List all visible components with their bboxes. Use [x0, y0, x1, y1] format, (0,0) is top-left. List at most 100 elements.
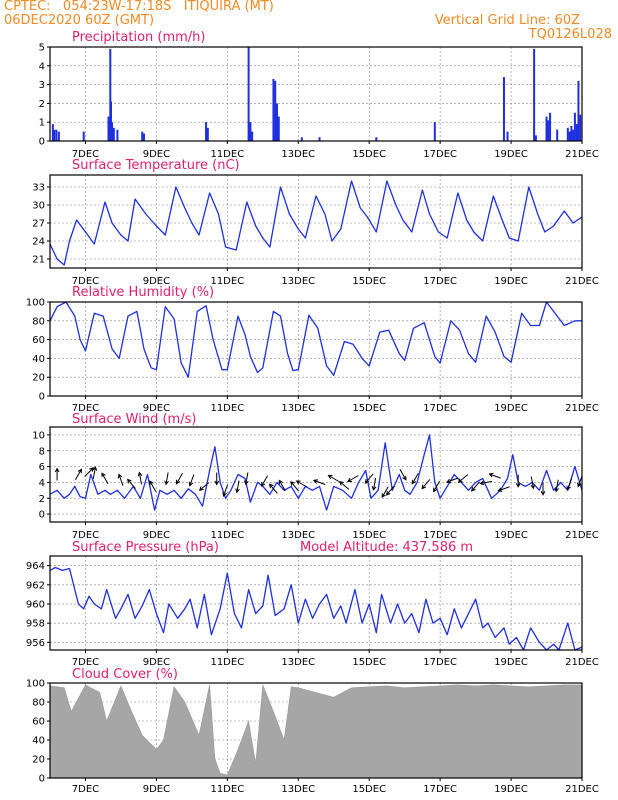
rh-ytick-label: 100 — [26, 298, 45, 309]
header-line1: CPTEC: 054:23W-17:18S ITIQUIRA (MT) — [4, 0, 274, 14]
rh-xtick-label: 13DEC — [281, 403, 315, 414]
wind-arrow — [566, 478, 573, 491]
precip-ytick-label: 4 — [39, 61, 45, 72]
wind-xtick-label: 17DEC — [423, 530, 457, 541]
pressure-xtick-label: 13DEC — [281, 657, 315, 668]
wind-arrow — [457, 474, 469, 483]
wind-line — [49, 434, 583, 511]
wind-ytick-label: 8 — [39, 446, 45, 457]
wind-arrow — [137, 471, 143, 485]
precip-bar — [506, 131, 509, 141]
wind-arrow — [347, 475, 359, 483]
wind-arrow — [261, 475, 269, 487]
precip-bar — [570, 125, 573, 141]
temp-xtick-label: 11DEC — [210, 276, 244, 287]
temp-xtick-label: 19DEC — [494, 276, 528, 287]
wind-arrow — [244, 472, 249, 486]
wind-arrow — [515, 474, 521, 488]
cloud-frame — [49, 682, 583, 779]
precip-xtick-label: 21DEC — [565, 149, 599, 160]
precip-xtick-label: 13DEC — [281, 149, 315, 160]
wind-arrow — [312, 479, 326, 485]
precip-bar — [549, 112, 552, 141]
temp-ytick-label: 21 — [32, 255, 45, 266]
precip-bar — [568, 131, 571, 141]
precip-bar — [300, 137, 303, 141]
temp-ytick-label: 27 — [32, 219, 45, 230]
precip-bar — [575, 124, 578, 141]
wind-ytick-label: 2 — [39, 494, 45, 505]
pressure-xtick-label: 9DEC — [143, 657, 170, 668]
temp-xtick-label: 13DEC — [281, 276, 315, 287]
cloud-xtick-label: 15DEC — [352, 784, 386, 795]
wind-ytick-label: 10 — [32, 430, 45, 441]
wind-arrow — [339, 481, 350, 490]
precip-bar — [274, 80, 277, 141]
wind-arrow — [84, 467, 95, 477]
cloud-xtick-label: 19DEC — [494, 784, 528, 795]
precip-ytick-label: 0 — [39, 137, 45, 148]
temp-frame — [49, 174, 583, 269]
precip-bar — [116, 129, 119, 141]
cloud-ytick-label: 60 — [32, 717, 45, 728]
pressure-ytick-label: 962 — [26, 580, 45, 591]
wind-arrow — [445, 477, 459, 484]
wind-xtick-label: 9DEC — [143, 530, 170, 541]
rh-ytick-label: 60 — [32, 335, 45, 346]
temp-ytick-label: 30 — [32, 201, 45, 212]
wind-arrow — [214, 472, 220, 486]
header-line2: 06DEC2020 60Z (GMT) — [4, 13, 155, 28]
cloud-xtick-label: 11DEC — [210, 784, 244, 795]
rh-xtick-label: 7DEC — [72, 403, 99, 414]
temp-xtick-label: 9DEC — [143, 276, 170, 287]
precip-bar — [55, 129, 58, 141]
cloud-xtick-label: 9DEC — [143, 784, 170, 795]
wind-arrow — [295, 480, 308, 488]
precip-bar — [577, 80, 580, 141]
precip-bar — [109, 48, 112, 141]
pressure-ytick-label: 960 — [26, 599, 45, 610]
precip-bar — [251, 131, 254, 141]
precip-bar — [534, 135, 537, 141]
pressure-xtick-label: 7DEC — [72, 657, 99, 668]
pressure-ytick-label: 964 — [26, 561, 45, 572]
precip-bar — [547, 120, 550, 141]
precip-bar — [142, 133, 145, 141]
wind-arrow — [540, 482, 546, 496]
precip-bar — [556, 129, 559, 141]
wind-arrow — [364, 473, 374, 484]
temp-xtick-label: 17DEC — [423, 276, 457, 287]
precip-bar — [272, 78, 275, 141]
precip-xtick-label: 7DEC — [72, 149, 99, 160]
pressure-ytick-label: 958 — [26, 619, 45, 630]
wind-arrow — [479, 480, 493, 486]
pressure-frame — [49, 555, 583, 651]
wind-arrow — [235, 480, 240, 494]
wind-arrow — [198, 482, 210, 491]
wind-frame — [49, 426, 583, 523]
wind-ytick-label: 4 — [39, 478, 45, 489]
wind-arrow — [421, 479, 431, 490]
precip-bar — [579, 114, 582, 141]
wind-arrow — [327, 474, 340, 482]
pressure-xtick-label: 15DEC — [352, 657, 386, 668]
cloud-ytick-label: 100 — [26, 679, 45, 690]
wind-ytick-label: 6 — [39, 462, 45, 473]
precip-bar — [112, 127, 115, 141]
precip-frame — [49, 46, 583, 142]
wind-arrow — [411, 473, 419, 485]
precip-ytick-label: 1 — [39, 118, 45, 129]
cloud-xtick-label: 13DEC — [281, 784, 315, 795]
precip-bar — [573, 112, 576, 141]
wind-arrow — [488, 472, 501, 479]
temp-xtick-label: 7DEC — [72, 276, 99, 287]
pressure-annotation: Model Altitude: 437.586 m — [300, 540, 473, 555]
precip-ytick-label: 3 — [39, 80, 45, 91]
precip-bar — [572, 129, 575, 141]
precip-xtick-label: 11DEC — [210, 149, 244, 160]
precip-bar — [375, 137, 378, 141]
precip-bar — [318, 137, 321, 141]
wind-xtick-label: 7DEC — [72, 530, 99, 541]
wind-xtick-label: 13DEC — [281, 530, 315, 541]
